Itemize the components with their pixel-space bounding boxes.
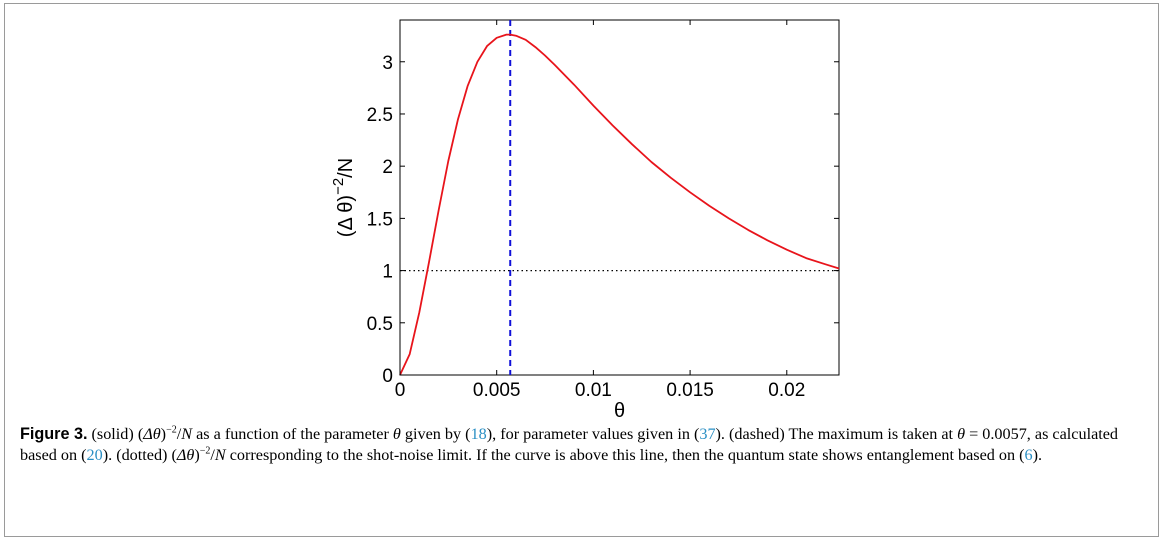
y-tick-label: 1.5 (367, 209, 393, 230)
x-tick-label: 0.02 (768, 380, 805, 401)
y-tick-label: 2 (382, 157, 393, 178)
equation-ref-link[interactable]: 20 (86, 446, 103, 464)
equation-ref-link[interactable]: 6 (1024, 446, 1033, 464)
y-tick-label: 1 (382, 262, 393, 283)
caption-text: ) (160, 425, 167, 443)
y-tick-label: 0.5 (367, 314, 393, 335)
caption-text: / (210, 446, 215, 464)
caption-math: Δθ (176, 446, 195, 464)
caption-superscript: −2 (199, 445, 211, 457)
solid-data-line (399, 33, 840, 376)
y-tick-label: 0 (382, 366, 393, 387)
x-tick-label: 0.01 (575, 380, 612, 401)
caption-math: N (214, 446, 226, 464)
y-tick-label: 3 (382, 53, 393, 74)
equation-ref-link[interactable]: 18 (470, 425, 487, 443)
x-tick-label: 0 (395, 380, 406, 401)
caption-text: ), for parameter values given in ( (486, 425, 700, 443)
caption-text: ). (dashed) The maximum is taken at (715, 425, 958, 443)
caption-math: N (181, 425, 193, 443)
caption-text: corresponding to the shot-noise limit. I… (225, 446, 1025, 464)
x-tick-label: 0.015 (666, 380, 714, 401)
chart: 0 0.005 0.01 0.015 0.02 0 0.5 1 1.5 2 2.5 3 θ (Δ θ)−2… (330, 19, 840, 420)
caption-text: (solid) ( (87, 425, 144, 443)
caption-text: = 0.0057, as calculated based on ( (20, 425, 1119, 464)
caption-math: θ (957, 425, 966, 443)
x-tick-label: 0.005 (473, 380, 521, 401)
y-axis-label-base: (Δ θ) (335, 195, 357, 237)
caption-text: / (176, 425, 182, 443)
y-axis-label: (Δ θ)−2/N (330, 158, 357, 237)
x-axis-label: θ (614, 400, 625, 420)
equation-ref-link[interactable]: 37 (699, 425, 716, 443)
caption-text: ) (194, 446, 200, 464)
caption-text: ). (1032, 446, 1043, 464)
y-axis-label-exponent: −2 (330, 178, 347, 195)
caption-text: given by ( (400, 425, 471, 443)
caption-label: Figure 3. (20, 425, 88, 443)
y-tick-label: 2.5 (367, 105, 393, 126)
caption-math: θ (392, 425, 401, 443)
caption-text: as a function of the parameter (192, 425, 393, 443)
caption-math: Δθ (143, 425, 161, 443)
y-axis-label-tail: /N (335, 158, 357, 178)
caption-superscript: −2 (166, 424, 177, 436)
plot-area: 0 0.005 0.01 0.015 0.02 0 0.5 1 1.5 2 2.5 3 θ (Δ θ)−2… (330, 19, 840, 420)
figure-caption: Figure 3. (solid) (Δθ)−2/N as a function… (20, 424, 1145, 466)
axes-box (399, 19, 840, 376)
caption-text: ). (dotted) ( (102, 446, 177, 464)
